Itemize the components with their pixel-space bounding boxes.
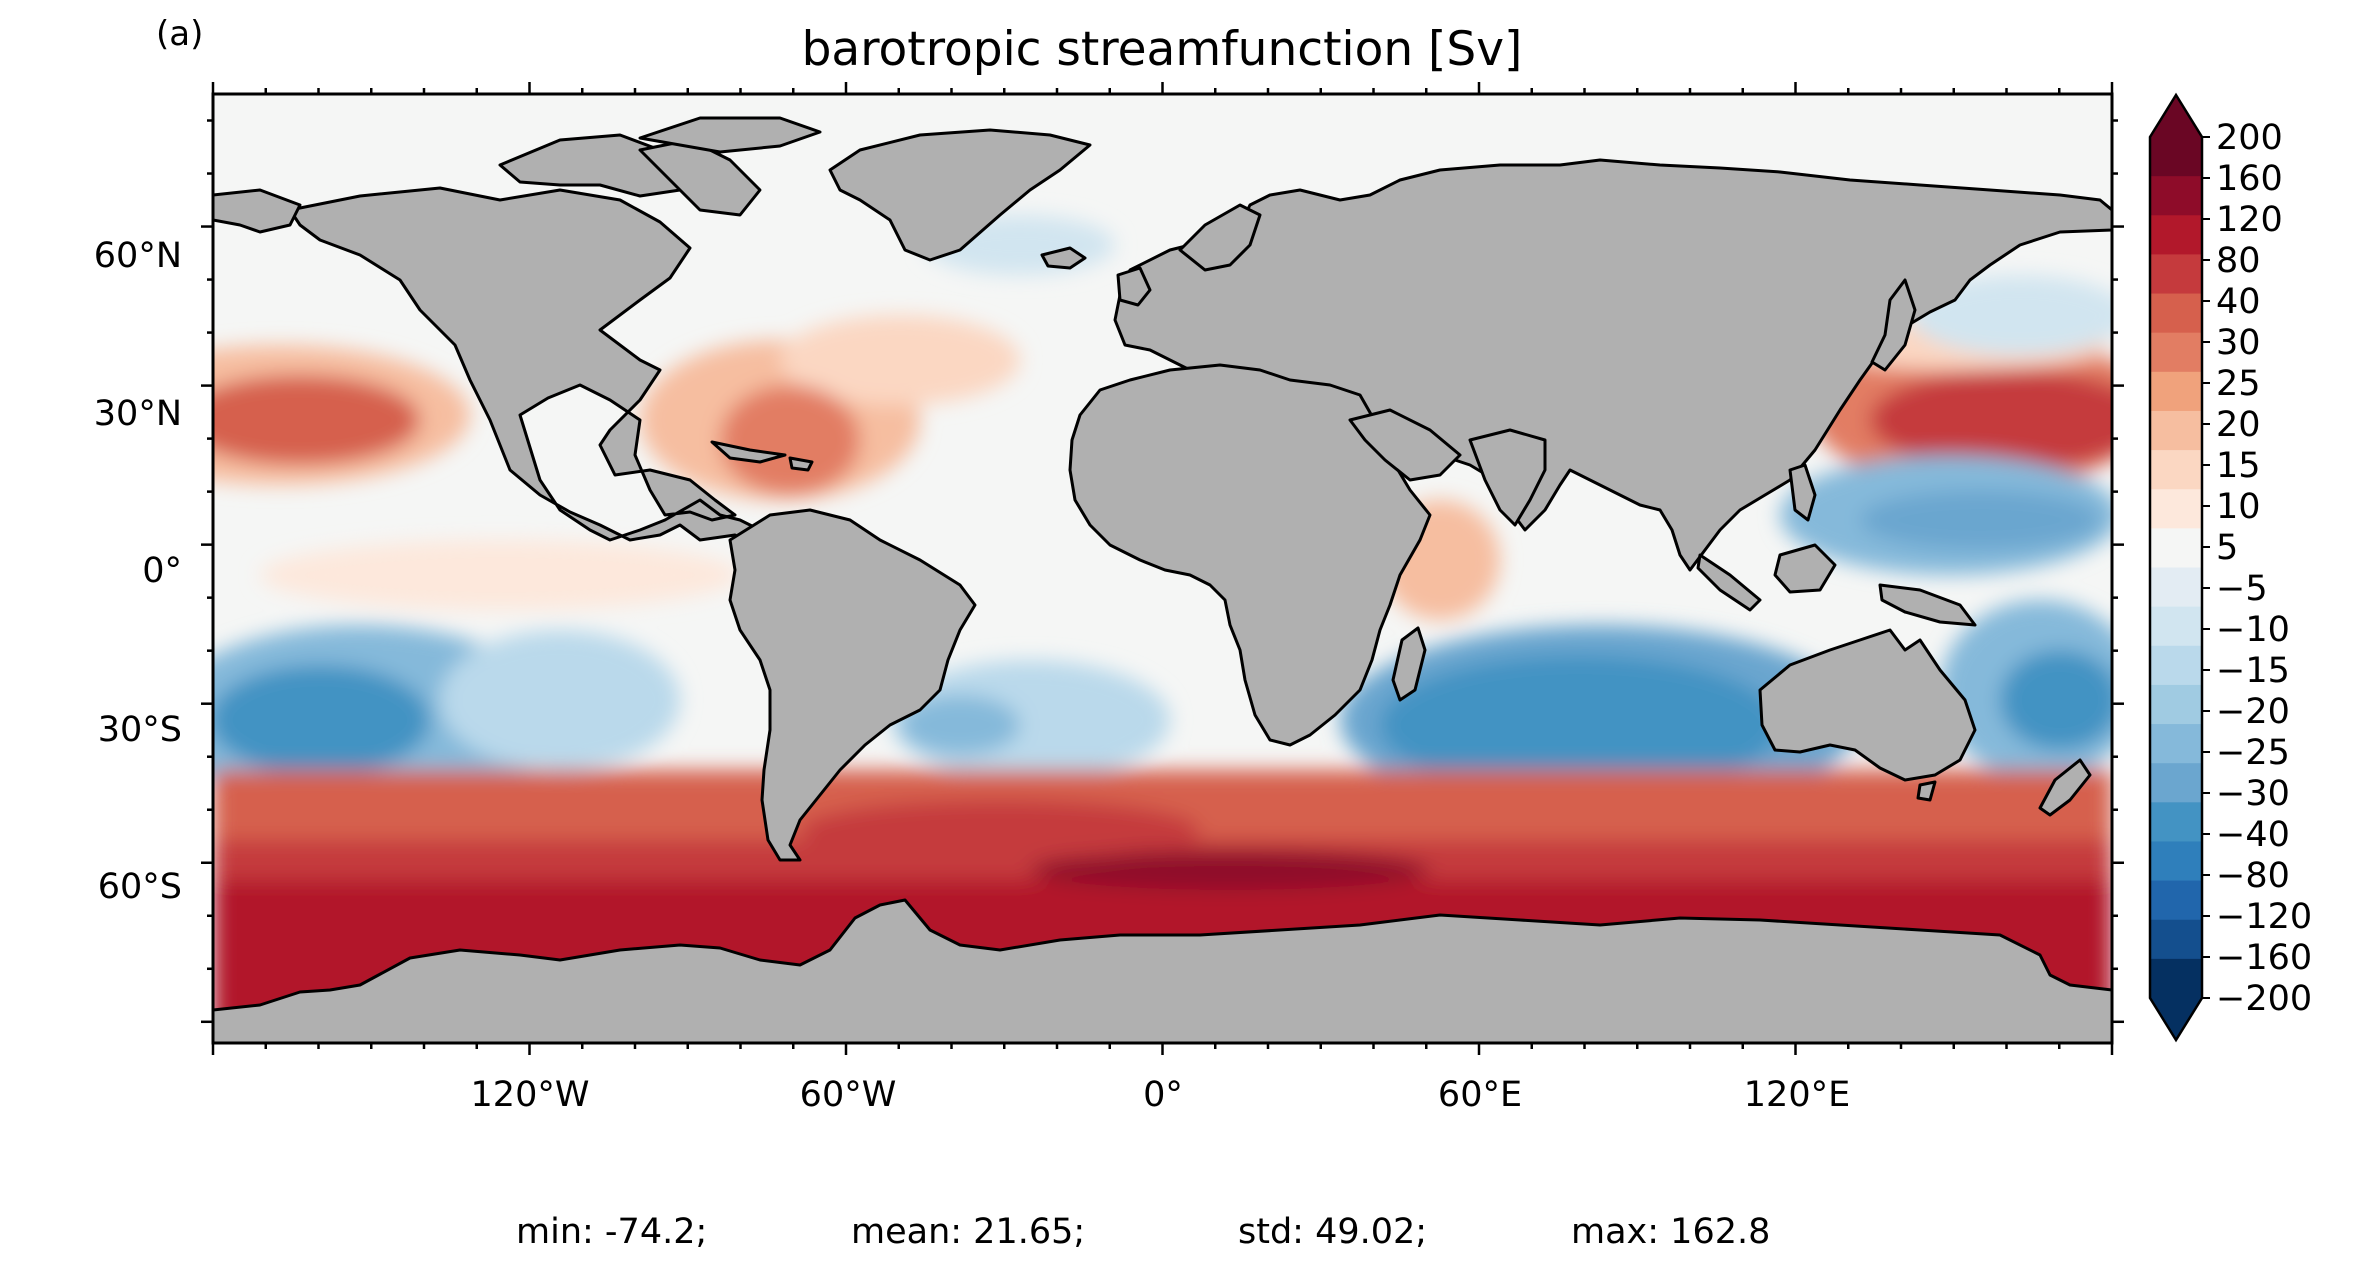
africa — [1068, 363, 1432, 747]
antarctica — [213, 898, 2112, 1043]
caribbean-islands — [710, 440, 787, 464]
alaska — [213, 188, 302, 234]
x-tick-label: 60°E — [1438, 1075, 1522, 1115]
colorbar-tick-label: 30 — [2216, 323, 2261, 363]
colorbar-tick-label: 200 — [2216, 118, 2283, 158]
colorbar-tick-label: 5 — [2216, 528, 2238, 568]
ellesmere-island — [638, 116, 822, 154]
axis-ticks — [201, 82, 2124, 1055]
colorbar-tick-label: 25 — [2216, 364, 2261, 404]
colorbar-tick-label: −160 — [2216, 938, 2312, 978]
y-tick-label: 0° — [142, 551, 182, 591]
tasmania — [1916, 780, 1937, 802]
colorbar-segment — [2150, 489, 2202, 529]
x-axis-labels: 120°W 60°W 0° 60°E 120°E — [471, 1075, 1851, 1115]
colorbar-tick-label: 80 — [2216, 241, 2261, 281]
x-tick-label: 60°W — [800, 1075, 897, 1115]
y-tick-label: 60°N — [94, 236, 182, 276]
new-zealand — [2038, 758, 2092, 817]
colorbar-segment — [2150, 293, 2202, 334]
india — [1468, 428, 1547, 527]
arabian-peninsula — [1348, 408, 1462, 482]
scandinavia — [1178, 203, 1262, 272]
colorbar-segment — [2150, 645, 2202, 686]
colorbar-segment — [2150, 606, 2202, 647]
stats-line: min: -74.2; mean: 21.65; std: 49.02; max… — [516, 1212, 1770, 1252]
colorbar-tick-label: 120 — [2216, 200, 2283, 240]
colorbar-segment — [2150, 567, 2202, 608]
colorbar-tick-label: 10 — [2216, 487, 2261, 527]
colorbar-tick-label: 40 — [2216, 282, 2261, 322]
colorbar-tick-label: −120 — [2216, 897, 2312, 937]
colorbar-tick-label: −200 — [2216, 979, 2312, 1019]
y-axis-labels: 60°N 30°N 0° 30°S 60°S — [94, 236, 182, 907]
colorbar-tick-label: 15 — [2216, 446, 2261, 486]
japan — [1870, 278, 1917, 372]
colorbar-segment — [2150, 450, 2202, 490]
y-tick-label: 30°N — [94, 394, 182, 434]
borneo — [1773, 543, 1837, 594]
colorbar-segment — [2150, 763, 2202, 803]
colorbar-tick-label: −15 — [2216, 651, 2290, 691]
colorbar-tick-label: −30 — [2216, 774, 2290, 814]
colorbar-tick-label: −20 — [2216, 692, 2290, 732]
colorbar-tick-label: 160 — [2216, 159, 2283, 199]
colorbar-tick-label: −5 — [2216, 569, 2268, 609]
colorbar-segment — [2150, 919, 2202, 960]
colorbar-extend-min — [2150, 998, 2202, 1040]
stat-mean: mean: 21.65; — [851, 1212, 1085, 1252]
map-area — [213, 94, 2112, 1043]
hispaniola — [788, 456, 814, 472]
y-tick-label: 60°S — [98, 867, 182, 907]
new-guinea — [1878, 583, 1977, 627]
colorbar-segment — [2150, 880, 2202, 921]
x-tick-label: 120°W — [471, 1075, 590, 1115]
australia — [1758, 628, 1977, 782]
colorbar-segment — [2150, 528, 2202, 569]
colorbar-tick-label: −10 — [2216, 610, 2290, 650]
colorbar-segment — [2150, 802, 2202, 843]
south-america — [728, 508, 977, 862]
colorbar-segment — [2150, 254, 2202, 295]
colorbar-segment — [2150, 958, 2202, 999]
iceland — [1040, 246, 1087, 270]
stat-max: max: 162.8 — [1571, 1212, 1770, 1252]
philippines — [1788, 463, 1817, 522]
colorbar-tick-label: 20 — [2216, 405, 2261, 445]
colorbar-segment — [2150, 137, 2202, 177]
sumatra — [1696, 553, 1762, 612]
stat-std: std: 49.02; — [1238, 1212, 1427, 1252]
colorbar-tick-label: −40 — [2216, 815, 2290, 855]
colorbar-segment — [2150, 371, 2202, 412]
british-isles — [1116, 266, 1152, 307]
madagascar — [1391, 626, 1427, 702]
colorbar: 200160120804030252015105−5−10−15−20−25−3… — [2148, 92, 2312, 1043]
north-america — [288, 186, 762, 550]
x-tick-label: 0° — [1143, 1075, 1183, 1115]
panel-label: (a) — [156, 14, 203, 54]
colorbar-tick-label: −80 — [2216, 856, 2290, 896]
colorbar-segment — [2150, 410, 2202, 451]
map-title: barotropic streamfunction [Sv] — [802, 22, 1523, 77]
colorbar-segment — [2150, 176, 2202, 216]
x-tick-label: 120°E — [1744, 1075, 1850, 1115]
y-tick-label: 30°S — [98, 710, 182, 750]
stat-min: min: -74.2; — [516, 1212, 707, 1252]
colorbar-segment — [2150, 684, 2202, 725]
colorbar-tick-label: −25 — [2216, 733, 2290, 773]
greenland — [828, 128, 1092, 262]
colorbar-segment — [2150, 215, 2202, 256]
colorbar-segment — [2150, 724, 2202, 764]
colorbar-segment — [2150, 841, 2202, 882]
colorbar-segment — [2150, 332, 2202, 373]
land-masses — [213, 116, 2112, 1043]
colorbar-extend-max — [2150, 95, 2202, 137]
